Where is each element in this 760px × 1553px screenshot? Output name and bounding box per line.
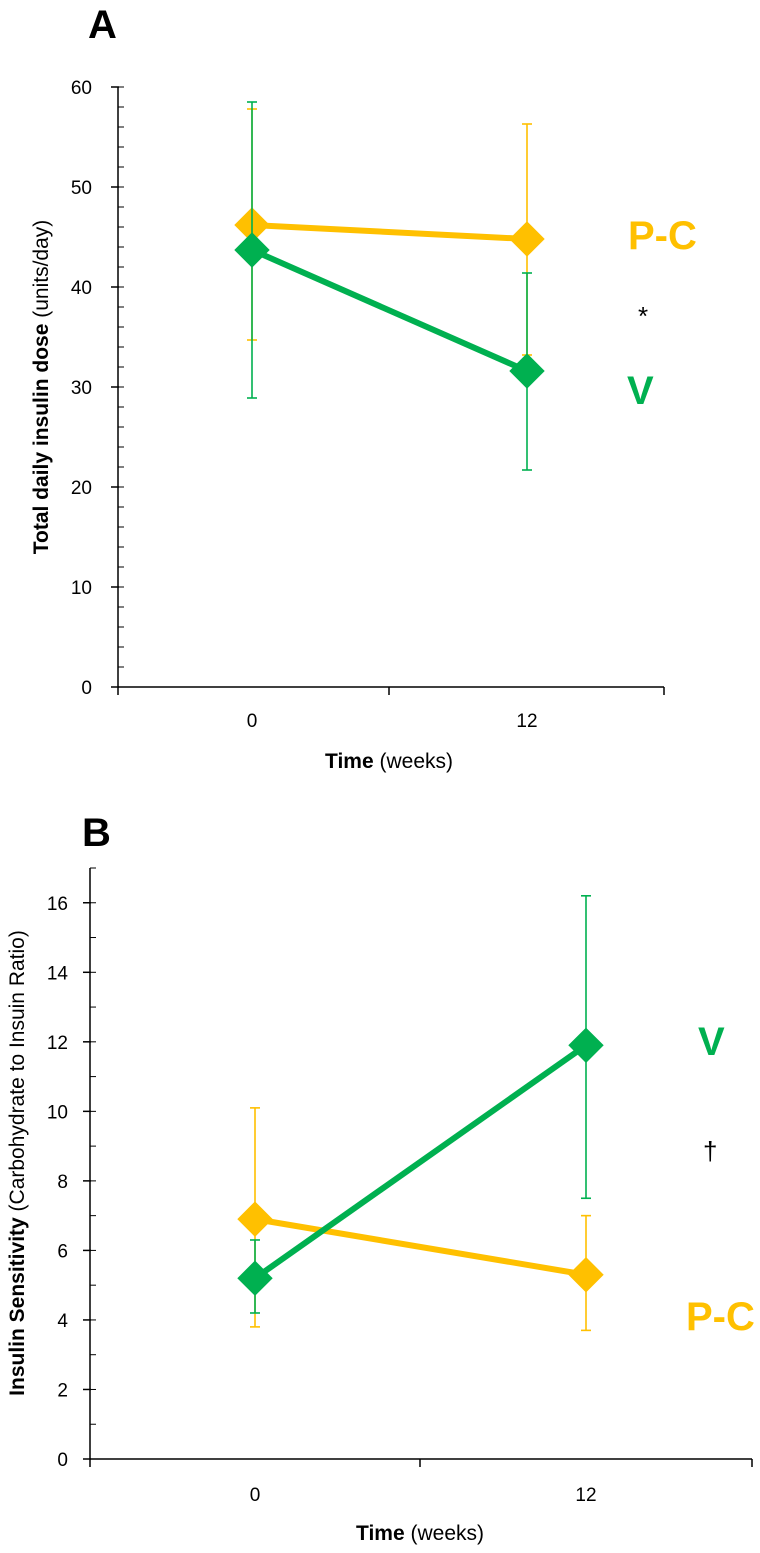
panel-a-x-tick-label: 12	[516, 711, 537, 732]
panel-a-series-v	[234, 101, 545, 471]
panel-a-series-line	[250, 247, 529, 374]
panel-a-y-axis-title: Total daily insulin dose (units/day)	[30, 220, 53, 555]
panel-b-x-axis-title-unit: (weeks)	[405, 1522, 484, 1545]
panel-a-y-tick-label: 10	[71, 578, 92, 599]
panel-b-y-tick-label: 16	[47, 894, 68, 915]
panel-b-x-axis-title: Time (weeks)	[356, 1522, 484, 1545]
panel-b-x-axis-title-main: Time	[356, 1522, 405, 1545]
panel-b-series-line	[254, 1216, 587, 1278]
panel-b-significance-mark: †	[703, 1136, 717, 1166]
panel-a-series-line	[251, 222, 528, 242]
panel-b-data-point	[237, 1201, 273, 1237]
panel-b-x-tick-label: 0	[250, 1485, 261, 1506]
panel-a-data-point	[509, 221, 545, 257]
panel-a-y-axis-title-main: Total daily insulin dose	[30, 324, 53, 555]
panel-b-label: B	[82, 811, 111, 855]
panel-b-data-point	[568, 1027, 604, 1064]
panel-a-y-tick-label: 50	[71, 178, 92, 199]
panel-b-y-tick-label: 12	[47, 1033, 68, 1054]
panel-a-label: A	[88, 3, 117, 47]
panel-a-y-tick-label: 60	[71, 78, 92, 99]
panel-b-y-tick-label: 14	[47, 963, 69, 984]
panel-b-y-tick-label: 4	[57, 1311, 68, 1332]
panel-a-data-point	[509, 353, 545, 389]
panel-b-y-axis-title: Insulin Sensitivity (Carbohydrate to Ins…	[6, 930, 29, 1396]
panel-a-series-label-pc: P-C	[628, 214, 697, 258]
panel-b-x-tick-label: 12	[575, 1485, 596, 1506]
panel-b-y-tick-label: 2	[57, 1380, 68, 1401]
panel-a-significance-mark: *	[638, 301, 648, 331]
panel-a-x-axis-title: Time (weeks)	[325, 750, 453, 773]
panel-a-y-tick-label: 40	[71, 278, 92, 299]
panel-a-series-pc	[234, 108, 545, 356]
panel-a-y-tick-label: 30	[71, 378, 92, 399]
panel-b-y-tick-label: 8	[57, 1172, 68, 1193]
panel-b-y-axis-title-main: Insulin Sensitivity	[6, 1217, 29, 1396]
panel-a: A 0 10 20 30 40 50 60 0 12 Total daily insulin d…	[30, 3, 697, 773]
panel-a-y-tick-label: 0	[81, 678, 92, 699]
panel-b-data-point	[568, 1257, 604, 1293]
panel-b-data-point	[237, 1260, 273, 1296]
panel-a-series-label-v: V	[627, 369, 654, 413]
panel-a-x-axis-title-main: Time	[325, 750, 374, 773]
panel-b-y-tick-label: 6	[57, 1241, 68, 1262]
panel-a-data-point	[234, 232, 270, 268]
panel-a-y-axis-title-unit: (units/day)	[30, 220, 53, 324]
panel-a-x-tick-label: 0	[247, 711, 258, 732]
panel-b-series-pc	[237, 1107, 604, 1332]
panel-b-series-label-pc: P-C	[686, 1295, 755, 1339]
panel-b-series-v	[237, 895, 604, 1314]
panel-a-x-axis-title-unit: (weeks)	[374, 750, 453, 773]
panel-b-series-label-v: V	[698, 1020, 725, 1064]
panel-b-y-tick-label: 10	[47, 1102, 68, 1123]
panel-b-y-axis-title-unit: (Carbohydrate to Insuin Ratio)	[6, 930, 29, 1217]
panel-b: B 0 2 4 6 8 10 12 14 16 0 12 Insulin Sensitivity (…	[6, 811, 755, 1545]
panel-a-y-tick-label: 20	[71, 478, 92, 499]
panel-b-series-line	[253, 1042, 588, 1281]
panel-b-y-tick-label: 0	[57, 1450, 68, 1471]
